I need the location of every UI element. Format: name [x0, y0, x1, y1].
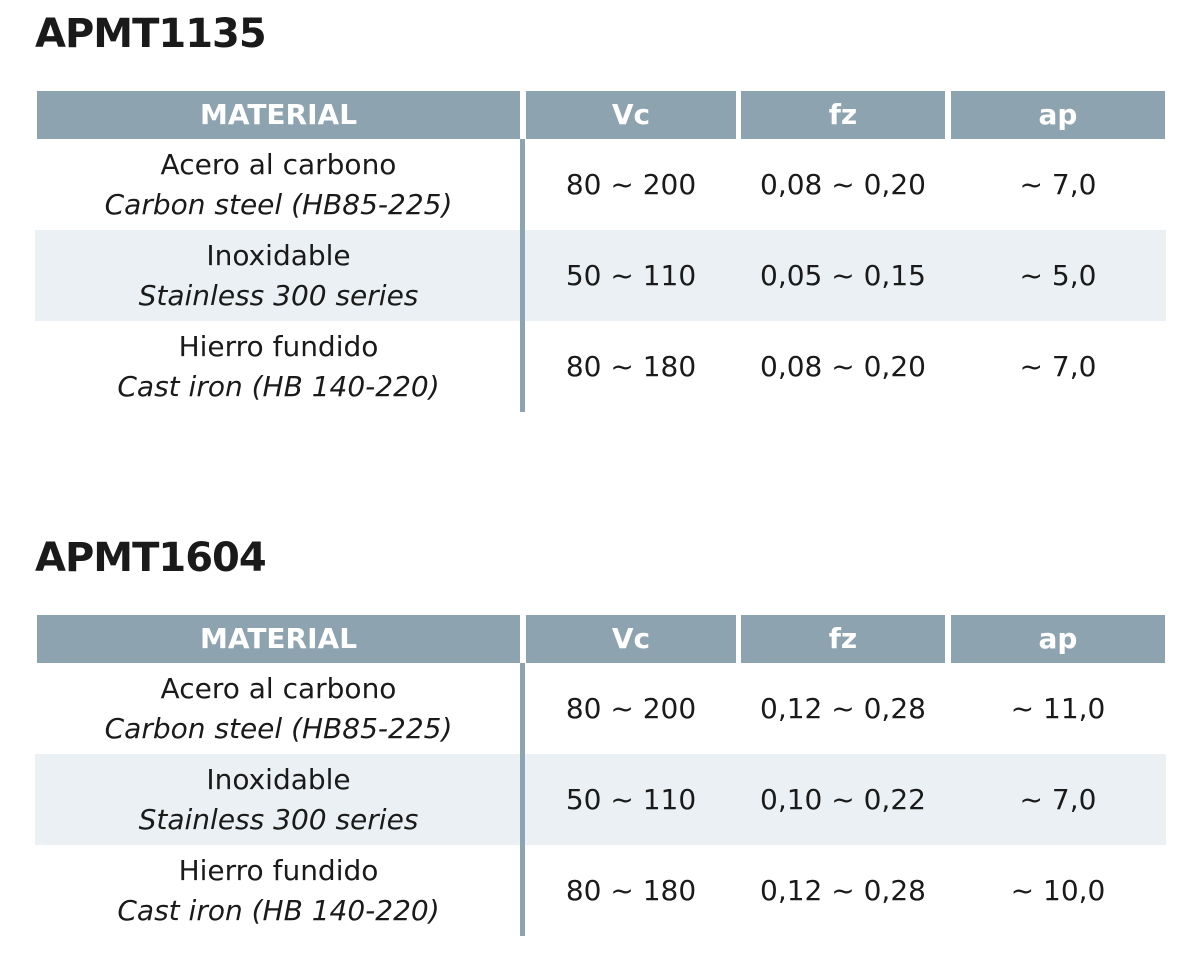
header-vc: Vc — [526, 91, 736, 139]
material-name-es: Inoxidable — [206, 238, 351, 272]
material-cell: Hierro fundido Cast iron (HB 140-220) — [35, 321, 522, 412]
material-cell: Acero al carbono Carbon steel (HB85-225) — [35, 139, 522, 230]
material-name-en: Cast iron (HB 140-220) — [117, 369, 440, 403]
section-title: APMT1135 — [35, 11, 267, 57]
header-ap: ap — [951, 615, 1165, 663]
material-name-en: Carbon steel (HB85-225) — [104, 711, 453, 745]
column-divider — [520, 663, 525, 936]
header-vc: Vc — [526, 615, 736, 663]
header-material: MATERIAL — [37, 91, 520, 139]
material-name-es: Hierro fundido — [178, 853, 379, 887]
material-cell: Acero al carbono Carbon steel (HB85-225) — [35, 663, 522, 754]
vc-cell: 50 ~ 110 — [565, 783, 697, 816]
section-title: APMT1604 — [35, 535, 267, 581]
header-material: MATERIAL — [37, 615, 520, 663]
header-fz: fz — [741, 91, 945, 139]
fz-cell: 0,12 ~ 0,28 — [760, 874, 926, 907]
material-cell: Inoxidable Stainless 300 series — [35, 754, 522, 845]
table-row: Acero al carbono Carbon steel (HB85-225)… — [35, 663, 1166, 754]
ap-cell: ~ 10,0 — [1010, 874, 1106, 907]
material-name-en: Cast iron (HB 140-220) — [117, 893, 440, 927]
vc-cell: 80 ~ 200 — [565, 692, 697, 725]
ap-cell: ~ 7,0 — [1019, 168, 1097, 201]
vc-cell: 80 ~ 180 — [565, 350, 697, 383]
material-name-es: Inoxidable — [206, 762, 351, 796]
table-header-row: MATERIAL Vc fz ap — [35, 91, 1166, 139]
material-name-en: Carbon steel (HB85-225) — [104, 187, 453, 221]
cutting-data-table: MATERIAL Vc fz ap Acero al carbono Carbo… — [35, 91, 1166, 412]
cutting-data-table: MATERIAL Vc fz ap Acero al carbono Carbo… — [35, 615, 1166, 936]
vc-cell: 50 ~ 110 — [565, 259, 697, 292]
table-header-row: MATERIAL Vc fz ap — [35, 615, 1166, 663]
material-name-es: Acero al carbono — [160, 147, 397, 181]
fz-cell: 0,08 ~ 0,20 — [760, 168, 926, 201]
table-row: Hierro fundido Cast iron (HB 140-220) 80… — [35, 845, 1166, 936]
fz-cell: 0,08 ~ 0,20 — [760, 350, 926, 383]
material-name-en: Stainless 300 series — [138, 802, 419, 836]
material-name-es: Hierro fundido — [178, 329, 379, 363]
ap-cell: ~ 7,0 — [1019, 350, 1097, 383]
table-row: Inoxidable Stainless 300 series 50 ~ 110… — [35, 754, 1166, 845]
header-fz: fz — [741, 615, 945, 663]
vc-cell: 80 ~ 200 — [565, 168, 697, 201]
ap-cell: ~ 5,0 — [1019, 259, 1097, 292]
table-row: Hierro fundido Cast iron (HB 140-220) 80… — [35, 321, 1166, 412]
ap-cell: ~ 11,0 — [1010, 692, 1106, 725]
header-ap: ap — [951, 91, 1165, 139]
table-row: Acero al carbono Carbon steel (HB85-225)… — [35, 139, 1166, 230]
material-name-es: Acero al carbono — [160, 671, 397, 705]
fz-cell: 0,12 ~ 0,28 — [760, 692, 926, 725]
ap-cell: ~ 7,0 — [1019, 783, 1097, 816]
vc-cell: 80 ~ 180 — [565, 874, 697, 907]
material-name-en: Stainless 300 series — [138, 278, 419, 312]
material-cell: Inoxidable Stainless 300 series — [35, 230, 522, 321]
material-cell: Hierro fundido Cast iron (HB 140-220) — [35, 845, 522, 936]
table-row: Inoxidable Stainless 300 series 50 ~ 110… — [35, 230, 1166, 321]
fz-cell: 0,05 ~ 0,15 — [760, 259, 926, 292]
column-divider — [520, 139, 525, 412]
fz-cell: 0,10 ~ 0,22 — [760, 783, 926, 816]
